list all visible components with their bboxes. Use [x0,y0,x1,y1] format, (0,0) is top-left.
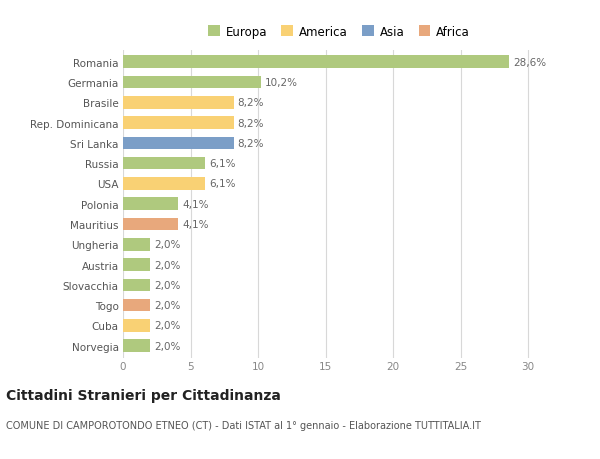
Bar [123,319,150,332]
Text: 8,2%: 8,2% [238,139,264,149]
Bar [123,238,150,251]
Bar [123,77,260,89]
Bar [123,178,205,190]
Text: 2,0%: 2,0% [154,260,181,270]
Bar [123,137,234,150]
Text: 4,1%: 4,1% [182,219,209,230]
Text: 28,6%: 28,6% [513,58,546,67]
Text: 2,0%: 2,0% [154,301,181,310]
Text: 2,0%: 2,0% [154,240,181,250]
Text: COMUNE DI CAMPOROTONDO ETNEO (CT) - Dati ISTAT al 1° gennaio - Elaborazione TUTT: COMUNE DI CAMPOROTONDO ETNEO (CT) - Dati… [6,420,481,430]
Text: 2,0%: 2,0% [154,280,181,290]
Bar [123,117,234,129]
Bar [123,56,509,69]
Legend: Europa, America, Asia, Africa: Europa, America, Asia, Africa [208,26,470,39]
Text: 8,2%: 8,2% [238,98,264,108]
Bar [123,299,150,312]
Bar [123,340,150,352]
Text: 6,1%: 6,1% [209,159,236,169]
Text: 2,0%: 2,0% [154,321,181,330]
Bar [123,259,150,271]
Text: 4,1%: 4,1% [182,199,209,209]
Bar [123,97,234,109]
Bar [123,279,150,291]
Bar [123,157,205,170]
Bar [123,198,178,211]
Text: 8,2%: 8,2% [238,118,264,129]
Text: 2,0%: 2,0% [154,341,181,351]
Text: 6,1%: 6,1% [209,179,236,189]
Text: Cittadini Stranieri per Cittadinanza: Cittadini Stranieri per Cittadinanza [6,388,281,402]
Bar [123,218,178,231]
Text: 10,2%: 10,2% [265,78,298,88]
